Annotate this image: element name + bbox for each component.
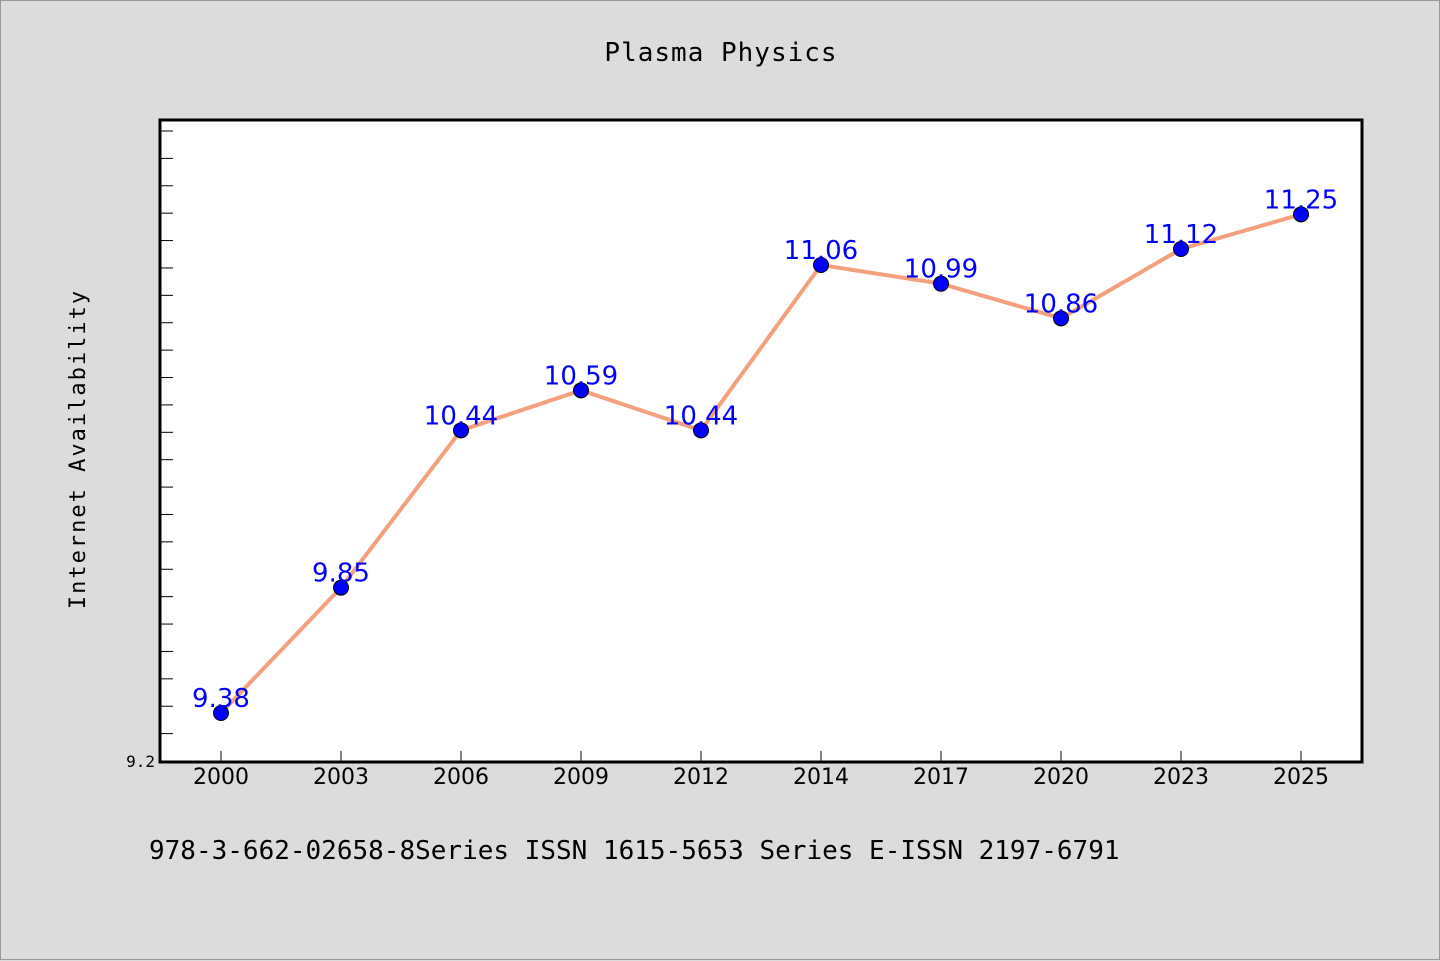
data-point: [813, 257, 829, 273]
data-label: 11.25: [1264, 185, 1338, 215]
data-point: [693, 422, 709, 439]
data-label: 11.12: [1144, 220, 1218, 250]
x-tick-label: 2025: [1273, 765, 1329, 790]
y-axis-label: Internet Availability: [66, 289, 91, 609]
data-labels: 9.38 9.85 10.44 10.59 10.44 11.06 10.99 10.86 11…: [192, 185, 1338, 714]
x-tick-label: 2020: [1033, 765, 1089, 790]
x-tick-label: 2017: [913, 765, 969, 790]
data-label: 10.86: [1024, 289, 1098, 319]
data-point: [213, 705, 229, 721]
series-line: [219, 212, 1302, 715]
data-label: 10.44: [664, 401, 738, 431]
chart-title: Plasma Physics: [604, 38, 837, 68]
data-label: 9.85: [312, 559, 370, 589]
data-point: [1173, 241, 1189, 257]
x-tick-label: 2014: [793, 765, 849, 790]
data-label: 10.59: [544, 361, 618, 391]
data-point: [333, 579, 349, 596]
x-tick-label: 2009: [553, 765, 609, 790]
y-axis-ticks: 9.2: [126, 130, 173, 771]
data-point: [1053, 310, 1069, 327]
data-label: 11.06: [784, 236, 858, 266]
data-label: 10.99: [904, 255, 978, 285]
data-label: 9.38: [192, 684, 250, 714]
x-tick-label: 2023: [1153, 765, 1209, 790]
x-axis-ticks: 2000 2003 2006 2009 2012 2014 2017 2020 2023 2025: [193, 751, 1329, 790]
data-point: [1293, 206, 1309, 223]
data-markers: [213, 206, 1309, 721]
plot-area: [158, 118, 1364, 764]
y-tick-label: 9.2: [126, 752, 155, 771]
x-tick-label: 2000: [193, 765, 249, 790]
data-point: [453, 422, 469, 439]
data-point: [933, 275, 949, 292]
x-tick-label: 2006: [433, 765, 489, 790]
data-label: 10.44: [424, 401, 498, 431]
data-point: [573, 382, 589, 399]
x-tick-label: 2003: [313, 765, 369, 790]
footer-isbn-issn: 978-3-662-02658-8Series ISSN 1615-5653 S…: [149, 836, 1120, 866]
x-tick-label: 2012: [673, 765, 729, 790]
